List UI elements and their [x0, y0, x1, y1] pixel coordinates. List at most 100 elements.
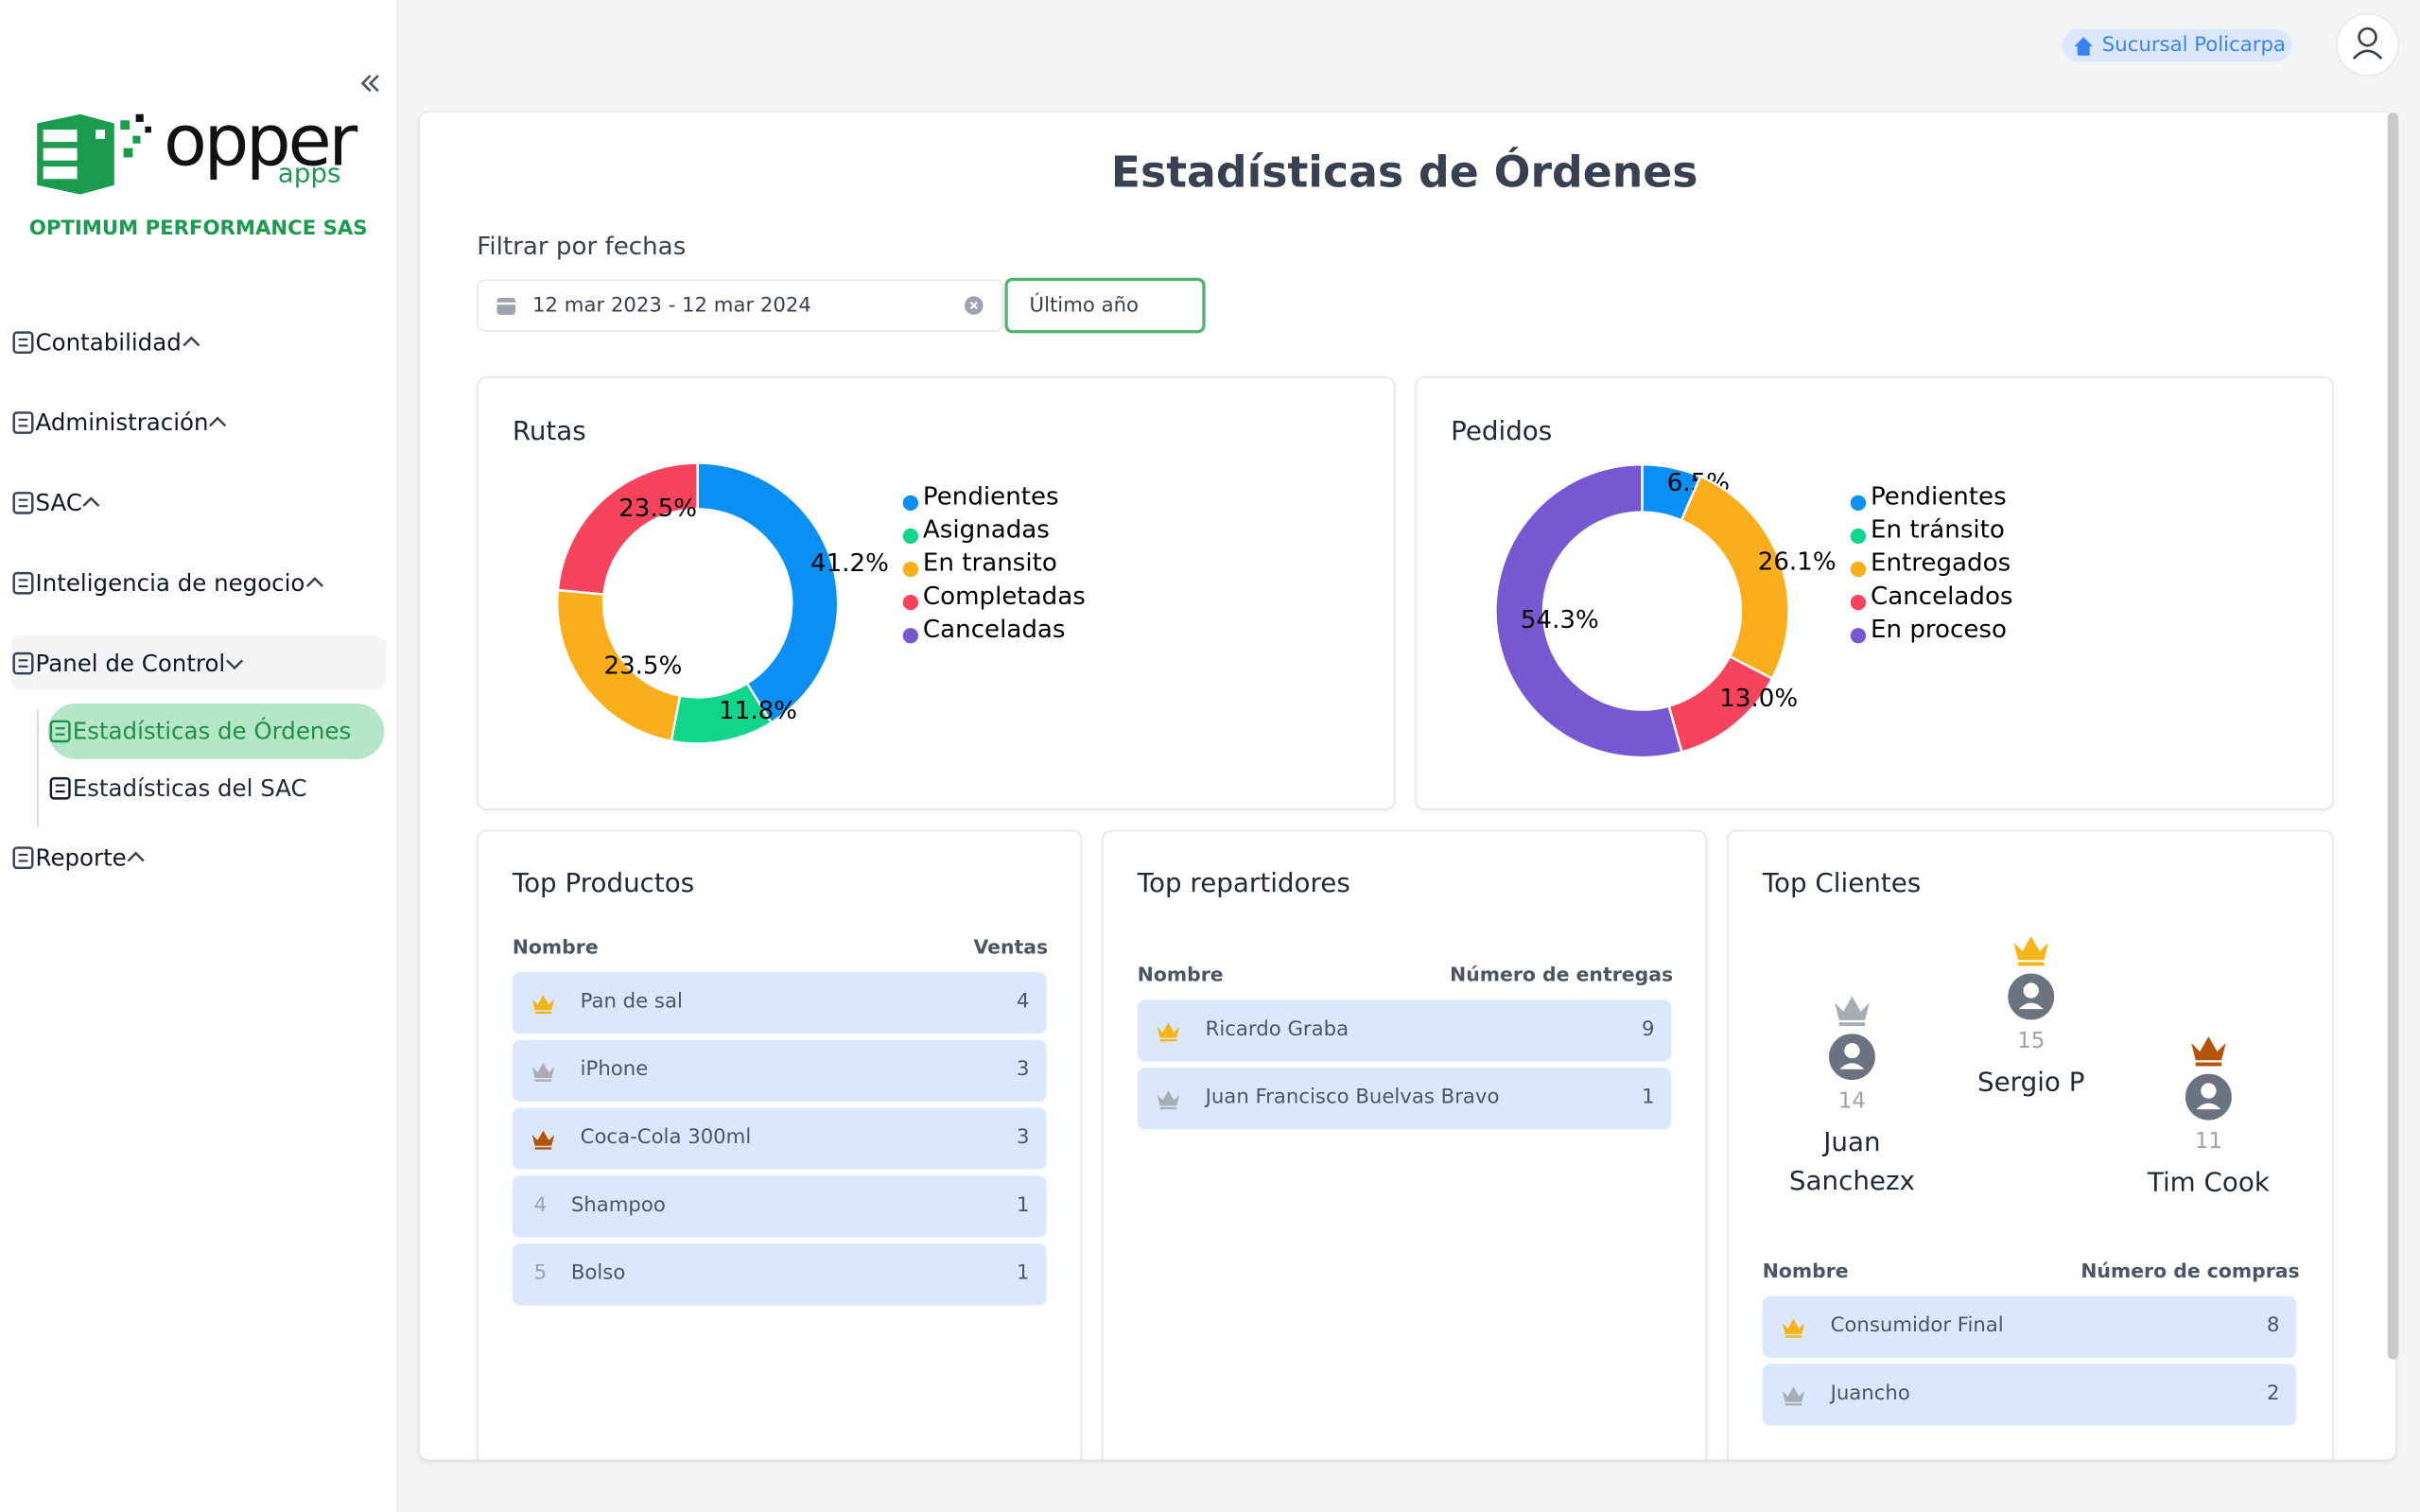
legend-marker	[1850, 528, 1867, 545]
chart-title: Pedidos	[1451, 415, 1552, 446]
table-row[interactable]: Consumidor Final 8	[1762, 1295, 2297, 1358]
chevron-shape	[82, 495, 100, 507]
legend-marker	[902, 628, 919, 644]
crown-shape	[531, 1062, 555, 1079]
row-name: Juan Francisco Buelvas Bravo	[1205, 1086, 1500, 1110]
crown-icon	[531, 995, 555, 1015]
menu-item[interactable]: SAC	[10, 476, 386, 530]
crown-shape	[1157, 1090, 1180, 1106]
legend-marker	[902, 528, 919, 545]
column-header: Nombre	[512, 934, 599, 959]
menu-item[interactable]: Panel de Control	[10, 635, 387, 690]
crown-shape	[534, 1147, 552, 1151]
row-value: 4	[1017, 990, 1030, 1014]
page-title: Estadísticas de Órdenes	[1110, 147, 1698, 198]
avatar-shape	[2201, 1083, 2217, 1099]
branch-name: Sucursal Policarpa	[2101, 33, 2286, 58]
legend-label: Asignadas	[923, 516, 1050, 545]
legend-label: En proceso	[1871, 616, 2007, 644]
menu-item[interactable]: Contabilidad	[10, 315, 386, 369]
table-row[interactable]: Pan de sal 4	[512, 971, 1047, 1034]
table-row[interactable]: Juan Francisco Buelvas Bravo 1	[1137, 1068, 1672, 1130]
logo-text: opper	[163, 98, 357, 182]
menu-item[interactable]: Inteligencia de negocio	[10, 555, 386, 609]
crown-shape	[534, 1011, 552, 1015]
pie-slice	[696, 461, 840, 725]
clear-button[interactable]	[965, 296, 984, 315]
panel-title: Top Productos	[512, 868, 695, 900]
collapse-button[interactable]	[358, 71, 383, 96]
table-row[interactable]: iPhone 3	[512, 1039, 1047, 1102]
client-avatar	[2185, 1073, 2232, 1121]
chevron	[82, 495, 100, 507]
client-count: 14	[1837, 1088, 1866, 1115]
chart-title: Rutas	[513, 415, 586, 446]
couriers-card: Top repartidores Nombre Número de entregas…	[1102, 829, 1708, 1460]
menu-label: Contabilidad	[35, 327, 182, 356]
legend-label: Canceladas	[923, 616, 1066, 644]
menu-item[interactable]: Reporte	[10, 830, 386, 884]
menu-icon	[49, 720, 71, 743]
slice-label: 11.8%	[719, 697, 797, 725]
row-name: Pan de sal	[580, 990, 683, 1014]
branch-pill[interactable]: Sucursal Policarpa	[2062, 29, 2292, 62]
panel-title: Top repartidores	[1137, 868, 1350, 900]
pie-slice	[556, 461, 699, 596]
date-range: 12 mar 2023 - 12 mar 2024	[532, 293, 811, 318]
chart-card: Rutas 41.2% 11.8% 23.5% 23.5% Pendientes Asign…	[477, 376, 1396, 810]
rank: 4	[533, 1193, 548, 1218]
legend-marker	[1850, 594, 1867, 611]
crown-icon	[2013, 936, 2049, 967]
crown-shape	[1782, 1386, 1805, 1402]
column-header: Número de entregas	[1450, 963, 1674, 986]
slice-label: 54.3%	[1521, 606, 1599, 634]
products-card: Top Productos Nombre Ventas Pan de sal 4 iPho…	[477, 829, 1083, 1460]
table-row[interactable]: 5 Bolso 1	[512, 1243, 1047, 1306]
icon-shape	[12, 410, 34, 434]
chevron	[182, 335, 200, 346]
chevron	[226, 658, 244, 669]
menu-label: Reporte	[35, 843, 127, 872]
crown-shape	[1157, 1022, 1180, 1038]
client-count: 11	[2194, 1129, 2222, 1155]
column-header: Nombre	[1137, 963, 1224, 986]
submenu-item[interactable]: Estadísticas del SAC	[48, 760, 385, 816]
clients-card: Top Clientes Nombre Número de compras Consu…	[1727, 829, 2334, 1460]
table-row[interactable]: Coca-Cola 300ml 3	[512, 1107, 1047, 1170]
row-name: Shampoo	[570, 1193, 666, 1218]
row-value: 1	[1017, 1261, 1030, 1286]
crown-icon	[1835, 996, 1870, 1027]
chevron-shape	[127, 850, 145, 861]
table-row[interactable]: 4 Shampoo 1	[512, 1175, 1047, 1238]
menu-label: Panel de Control	[35, 649, 226, 677]
crown-shape	[2195, 1062, 2222, 1068]
client-name: Sergio P	[1977, 1068, 2085, 1099]
crown-shape	[2013, 936, 2049, 961]
row-name: iPhone	[580, 1058, 649, 1082]
avatar-shape	[2018, 1002, 2044, 1010]
crown-shape	[1159, 1106, 1177, 1110]
row-value: 3	[1017, 1126, 1030, 1150]
row-name: Consumidor Final	[1830, 1314, 2004, 1338]
icon-shape	[12, 845, 34, 869]
legend-marker	[902, 495, 919, 512]
row-value: 9	[1642, 1017, 1655, 1042]
menu-icon	[12, 651, 34, 674]
table-row[interactable]: Juancho 2	[1762, 1364, 2297, 1426]
preset-button[interactable]: Último año	[1004, 277, 1206, 334]
menu-item[interactable]: Administración	[10, 395, 386, 449]
legend-label: Pendientes	[1871, 483, 2007, 512]
date-range-input[interactable]: 12 mar 2023 - 12 mar 2024	[477, 279, 1003, 332]
row-value: 8	[2266, 1314, 2280, 1338]
avatar-shape	[1844, 1042, 1860, 1059]
submenu-item[interactable]: Estadísticas de Órdenes	[47, 704, 385, 759]
client-count: 15	[2017, 1029, 2046, 1054]
scrollbar[interactable]	[2387, 113, 2399, 1360]
table-row[interactable]: Ricardo Graba 9	[1137, 999, 1672, 1062]
user-avatar[interactable]	[2335, 12, 2400, 78]
menu-icon	[49, 776, 71, 800]
panel-title: Top Clientes	[1762, 868, 1922, 900]
crown-shape	[1159, 1039, 1177, 1042]
